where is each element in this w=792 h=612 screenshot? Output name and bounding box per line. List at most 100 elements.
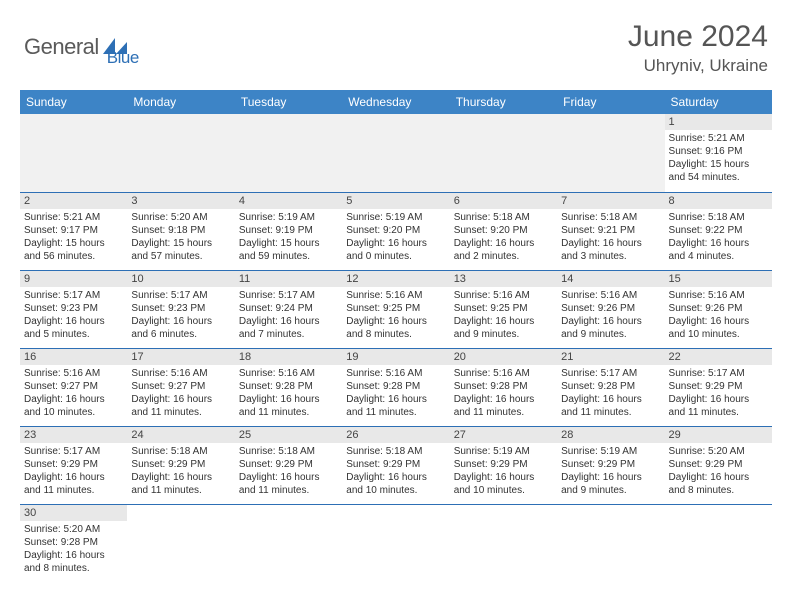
empty-cell: [665, 504, 772, 582]
day-cell: 18Sunrise: 5:16 AMSunset: 9:28 PMDayligh…: [235, 348, 342, 426]
day-details: Sunrise: 5:17 AMSunset: 9:29 PMDaylight:…: [20, 443, 127, 499]
day-details: Sunrise: 5:16 AMSunset: 9:25 PMDaylight:…: [342, 287, 449, 343]
day-number: 28: [557, 427, 664, 443]
day-cell: 12Sunrise: 5:16 AMSunset: 9:25 PMDayligh…: [342, 270, 449, 348]
day-details: Sunrise: 5:17 AMSunset: 9:23 PMDaylight:…: [127, 287, 234, 343]
weekday-header: Thursday: [450, 90, 557, 114]
day-number: 25: [235, 427, 342, 443]
day-cell: 30Sunrise: 5:20 AMSunset: 9:28 PMDayligh…: [20, 504, 127, 582]
day-details: Sunrise: 5:19 AMSunset: 9:20 PMDaylight:…: [342, 209, 449, 265]
day-details: Sunrise: 5:18 AMSunset: 9:22 PMDaylight:…: [665, 209, 772, 265]
empty-cell: [20, 114, 127, 192]
weekday-header: Wednesday: [342, 90, 449, 114]
day-details: Sunrise: 5:19 AMSunset: 9:29 PMDaylight:…: [557, 443, 664, 499]
day-cell: 2Sunrise: 5:21 AMSunset: 9:17 PMDaylight…: [20, 192, 127, 270]
day-details: Sunrise: 5:16 AMSunset: 9:27 PMDaylight:…: [20, 365, 127, 421]
day-number: 3: [127, 193, 234, 209]
day-number: 2: [20, 193, 127, 209]
day-details: Sunrise: 5:16 AMSunset: 9:26 PMDaylight:…: [665, 287, 772, 343]
day-details: Sunrise: 5:18 AMSunset: 9:29 PMDaylight:…: [235, 443, 342, 499]
logo-text-blue: Blue: [107, 48, 139, 68]
day-details: Sunrise: 5:18 AMSunset: 9:21 PMDaylight:…: [557, 209, 664, 265]
day-details: Sunrise: 5:16 AMSunset: 9:27 PMDaylight:…: [127, 365, 234, 421]
day-cell: 3Sunrise: 5:20 AMSunset: 9:18 PMDaylight…: [127, 192, 234, 270]
day-details: Sunrise: 5:16 AMSunset: 9:28 PMDaylight:…: [342, 365, 449, 421]
day-cell: 4Sunrise: 5:19 AMSunset: 9:19 PMDaylight…: [235, 192, 342, 270]
day-details: Sunrise: 5:21 AMSunset: 9:17 PMDaylight:…: [20, 209, 127, 265]
empty-cell: [127, 114, 234, 192]
empty-cell: [235, 114, 342, 192]
day-cell: 29Sunrise: 5:20 AMSunset: 9:29 PMDayligh…: [665, 426, 772, 504]
day-cell: 28Sunrise: 5:19 AMSunset: 9:29 PMDayligh…: [557, 426, 664, 504]
day-details: Sunrise: 5:17 AMSunset: 9:29 PMDaylight:…: [665, 365, 772, 421]
day-number: 15: [665, 271, 772, 287]
day-details: Sunrise: 5:16 AMSunset: 9:28 PMDaylight:…: [450, 365, 557, 421]
weekday-header: Monday: [127, 90, 234, 114]
day-details: Sunrise: 5:16 AMSunset: 9:25 PMDaylight:…: [450, 287, 557, 343]
empty-cell: [127, 504, 234, 582]
day-cell: 7Sunrise: 5:18 AMSunset: 9:21 PMDaylight…: [557, 192, 664, 270]
day-number: 20: [450, 349, 557, 365]
day-details: Sunrise: 5:19 AMSunset: 9:19 PMDaylight:…: [235, 209, 342, 265]
day-number: 13: [450, 271, 557, 287]
day-details: Sunrise: 5:20 AMSunset: 9:18 PMDaylight:…: [127, 209, 234, 265]
day-cell: 11Sunrise: 5:17 AMSunset: 9:24 PMDayligh…: [235, 270, 342, 348]
day-number: 24: [127, 427, 234, 443]
day-cell: 9Sunrise: 5:17 AMSunset: 9:23 PMDaylight…: [20, 270, 127, 348]
logo: General Blue: [24, 26, 139, 68]
empty-cell: [450, 114, 557, 192]
weekday-header: Sunday: [20, 90, 127, 114]
day-number: 6: [450, 193, 557, 209]
day-number: 16: [20, 349, 127, 365]
title-block: June 2024 Uhryniv, Ukraine: [628, 20, 768, 76]
day-number: 1: [665, 114, 772, 130]
weekday-header: Friday: [557, 90, 664, 114]
day-number: 22: [665, 349, 772, 365]
day-details: Sunrise: 5:17 AMSunset: 9:24 PMDaylight:…: [235, 287, 342, 343]
calendar-header-row: SundayMondayTuesdayWednesdayThursdayFrid…: [20, 90, 772, 114]
day-cell: 27Sunrise: 5:19 AMSunset: 9:29 PMDayligh…: [450, 426, 557, 504]
empty-cell: [342, 504, 449, 582]
day-cell: 20Sunrise: 5:16 AMSunset: 9:28 PMDayligh…: [450, 348, 557, 426]
day-details: Sunrise: 5:16 AMSunset: 9:28 PMDaylight:…: [235, 365, 342, 421]
day-number: 17: [127, 349, 234, 365]
empty-cell: [557, 114, 664, 192]
day-number: 7: [557, 193, 664, 209]
day-number: 14: [557, 271, 664, 287]
day-cell: 19Sunrise: 5:16 AMSunset: 9:28 PMDayligh…: [342, 348, 449, 426]
day-cell: 23Sunrise: 5:17 AMSunset: 9:29 PMDayligh…: [20, 426, 127, 504]
logo-text-general: General: [24, 34, 99, 60]
day-cell: 1Sunrise: 5:21 AMSunset: 9:16 PMDaylight…: [665, 114, 772, 192]
day-details: Sunrise: 5:21 AMSunset: 9:16 PMDaylight:…: [665, 130, 772, 186]
empty-cell: [342, 114, 449, 192]
day-details: Sunrise: 5:19 AMSunset: 9:29 PMDaylight:…: [450, 443, 557, 499]
empty-cell: [557, 504, 664, 582]
empty-cell: [235, 504, 342, 582]
day-cell: 13Sunrise: 5:16 AMSunset: 9:25 PMDayligh…: [450, 270, 557, 348]
day-details: Sunrise: 5:16 AMSunset: 9:26 PMDaylight:…: [557, 287, 664, 343]
day-number: 8: [665, 193, 772, 209]
day-number: 30: [20, 505, 127, 521]
day-details: Sunrise: 5:20 AMSunset: 9:28 PMDaylight:…: [20, 521, 127, 577]
day-details: Sunrise: 5:17 AMSunset: 9:23 PMDaylight:…: [20, 287, 127, 343]
day-cell: 17Sunrise: 5:16 AMSunset: 9:27 PMDayligh…: [127, 348, 234, 426]
day-number: 26: [342, 427, 449, 443]
day-number: 29: [665, 427, 772, 443]
day-cell: 8Sunrise: 5:18 AMSunset: 9:22 PMDaylight…: [665, 192, 772, 270]
day-number: 10: [127, 271, 234, 287]
day-cell: 5Sunrise: 5:19 AMSunset: 9:20 PMDaylight…: [342, 192, 449, 270]
weekday-header: Tuesday: [235, 90, 342, 114]
day-cell: 16Sunrise: 5:16 AMSunset: 9:27 PMDayligh…: [20, 348, 127, 426]
day-details: Sunrise: 5:18 AMSunset: 9:20 PMDaylight:…: [450, 209, 557, 265]
day-details: Sunrise: 5:20 AMSunset: 9:29 PMDaylight:…: [665, 443, 772, 499]
day-cell: 21Sunrise: 5:17 AMSunset: 9:28 PMDayligh…: [557, 348, 664, 426]
day-cell: 14Sunrise: 5:16 AMSunset: 9:26 PMDayligh…: [557, 270, 664, 348]
day-number: 5: [342, 193, 449, 209]
empty-cell: [450, 504, 557, 582]
day-cell: 25Sunrise: 5:18 AMSunset: 9:29 PMDayligh…: [235, 426, 342, 504]
day-cell: 15Sunrise: 5:16 AMSunset: 9:26 PMDayligh…: [665, 270, 772, 348]
header: General Blue June 2024 Uhryniv, Ukraine: [0, 0, 792, 84]
day-cell: 26Sunrise: 5:18 AMSunset: 9:29 PMDayligh…: [342, 426, 449, 504]
day-cell: 24Sunrise: 5:18 AMSunset: 9:29 PMDayligh…: [127, 426, 234, 504]
day-number: 27: [450, 427, 557, 443]
